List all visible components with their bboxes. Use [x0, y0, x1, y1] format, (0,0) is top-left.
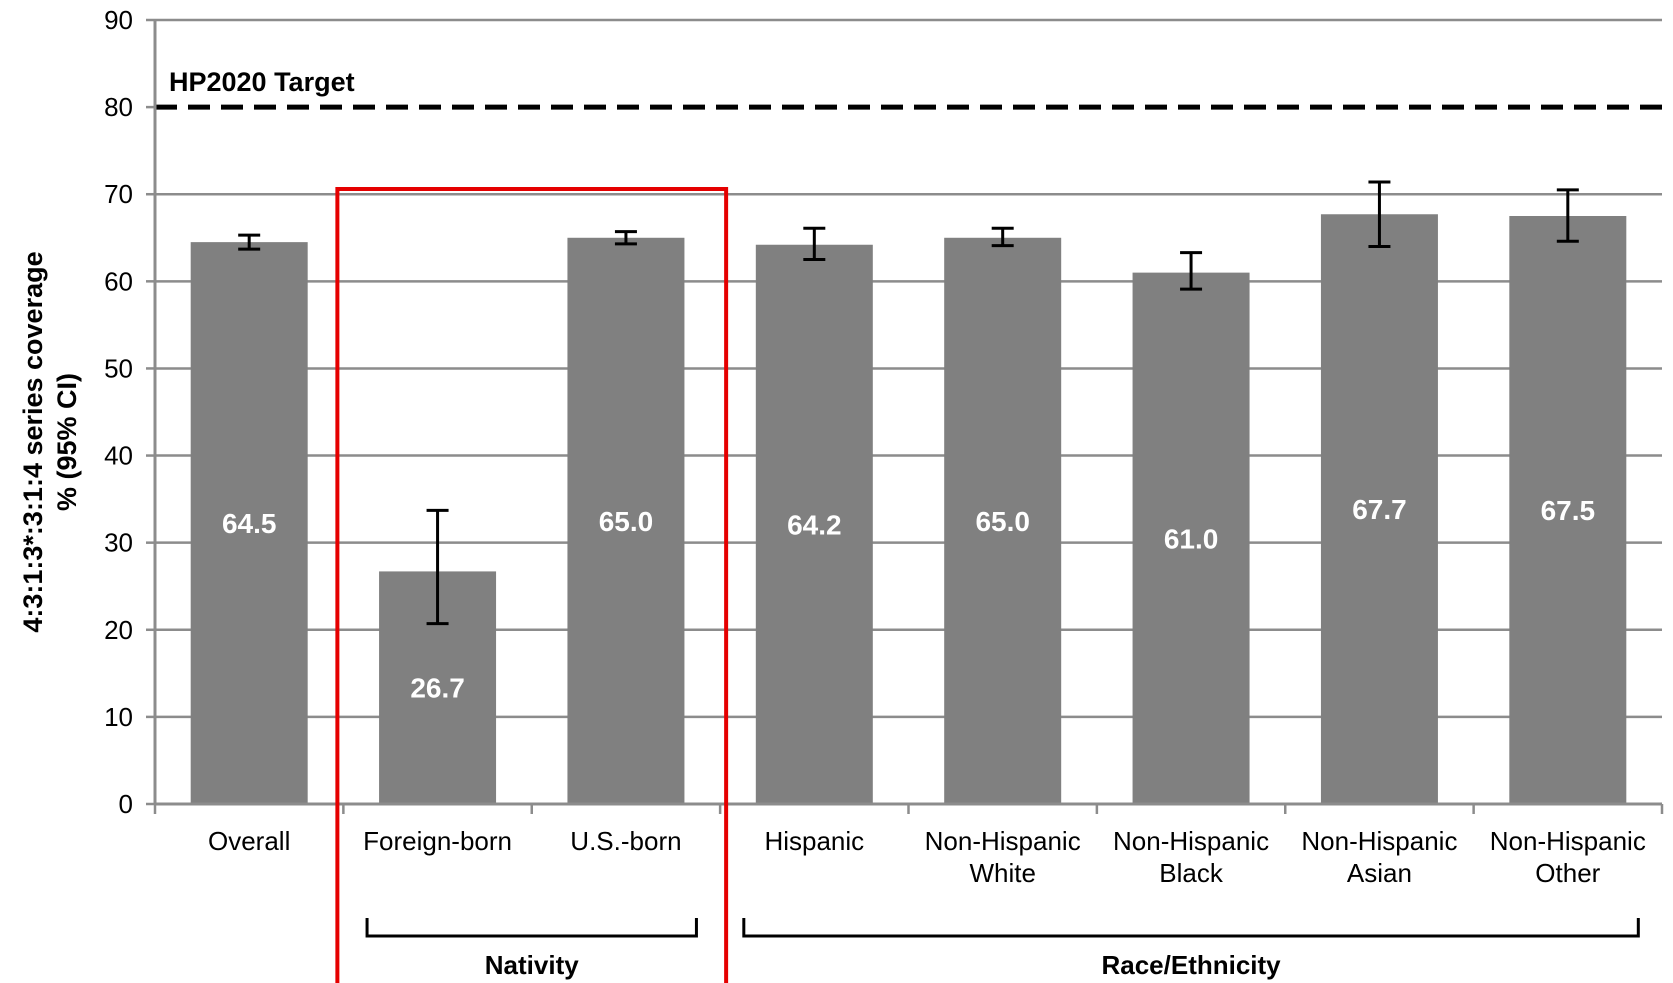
category-label: Asian: [1347, 858, 1412, 888]
category-label: Black: [1159, 858, 1224, 888]
bar: [567, 237, 685, 804]
data-label: 65.0: [975, 506, 1030, 537]
bar: [1132, 272, 1250, 805]
bar: [1509, 216, 1627, 804]
data-label: 65.0: [599, 506, 654, 537]
data-label: 26.7: [410, 673, 465, 704]
category-label: Non-Hispanic: [1301, 826, 1457, 856]
category-label: U.S.-born: [570, 826, 681, 856]
category-label: Non-Hispanic: [1490, 826, 1646, 856]
y-tick-label: 20: [104, 615, 133, 645]
category-groups: Nativity Race/Ethnicity: [365, 918, 1640, 980]
data-label: 67.7: [1352, 494, 1407, 525]
category-label: White: [969, 858, 1035, 888]
y-tick-label: 40: [104, 441, 133, 471]
bar: [944, 237, 1062, 804]
category-label: Non-Hispanic: [925, 826, 1081, 856]
y-tick-label: 70: [104, 179, 133, 209]
group-label: Nativity: [485, 950, 579, 980]
axes: 0 10 20 30 40 50 60 70 80 90 4:3:1:3*:3:1:4 series…: [18, 5, 1664, 819]
category-label: Foreign-born: [363, 826, 512, 856]
y-axis-title: 4:3:1:3*:3:1:4 series coverage: [18, 251, 48, 632]
data-label: 67.5: [1541, 495, 1596, 526]
reference-line-group: HP2020 Target: [155, 67, 1662, 110]
bar: [755, 244, 873, 804]
y-tick-label: 60: [104, 266, 133, 296]
bar: [190, 242, 308, 805]
reference-line-label: HP2020 Target: [169, 67, 355, 97]
data-label: 64.5: [222, 508, 277, 539]
category-label: Hispanic: [764, 826, 864, 856]
y-tick-label: 50: [104, 353, 133, 383]
category-label: Other: [1535, 858, 1600, 888]
y-tick-label: 30: [104, 528, 133, 558]
group-bracket: [742, 918, 1640, 938]
y-tick-label: 90: [104, 5, 133, 35]
y-axis-title: % (95% CI): [52, 373, 82, 511]
highlight-box-group: [335, 186, 729, 983]
bars: [190, 180, 1627, 805]
labels: 64.5 Overall 26.7 Foreign-born 65.0 U.S.-born…: [208, 494, 1646, 888]
y-tick-label: 80: [104, 92, 133, 122]
group-bracket: [365, 918, 698, 938]
bar: [1320, 214, 1438, 804]
category-label: Non-Hispanic: [1113, 826, 1269, 856]
category-label: Overall: [208, 826, 290, 856]
y-tick-label: 10: [104, 702, 133, 732]
highlight-box: [335, 186, 729, 983]
data-label: 64.2: [787, 509, 842, 540]
y-tick-label: 0: [119, 789, 133, 819]
group-label: Race/Ethnicity: [1101, 950, 1281, 980]
data-label: 61.0: [1164, 523, 1219, 554]
